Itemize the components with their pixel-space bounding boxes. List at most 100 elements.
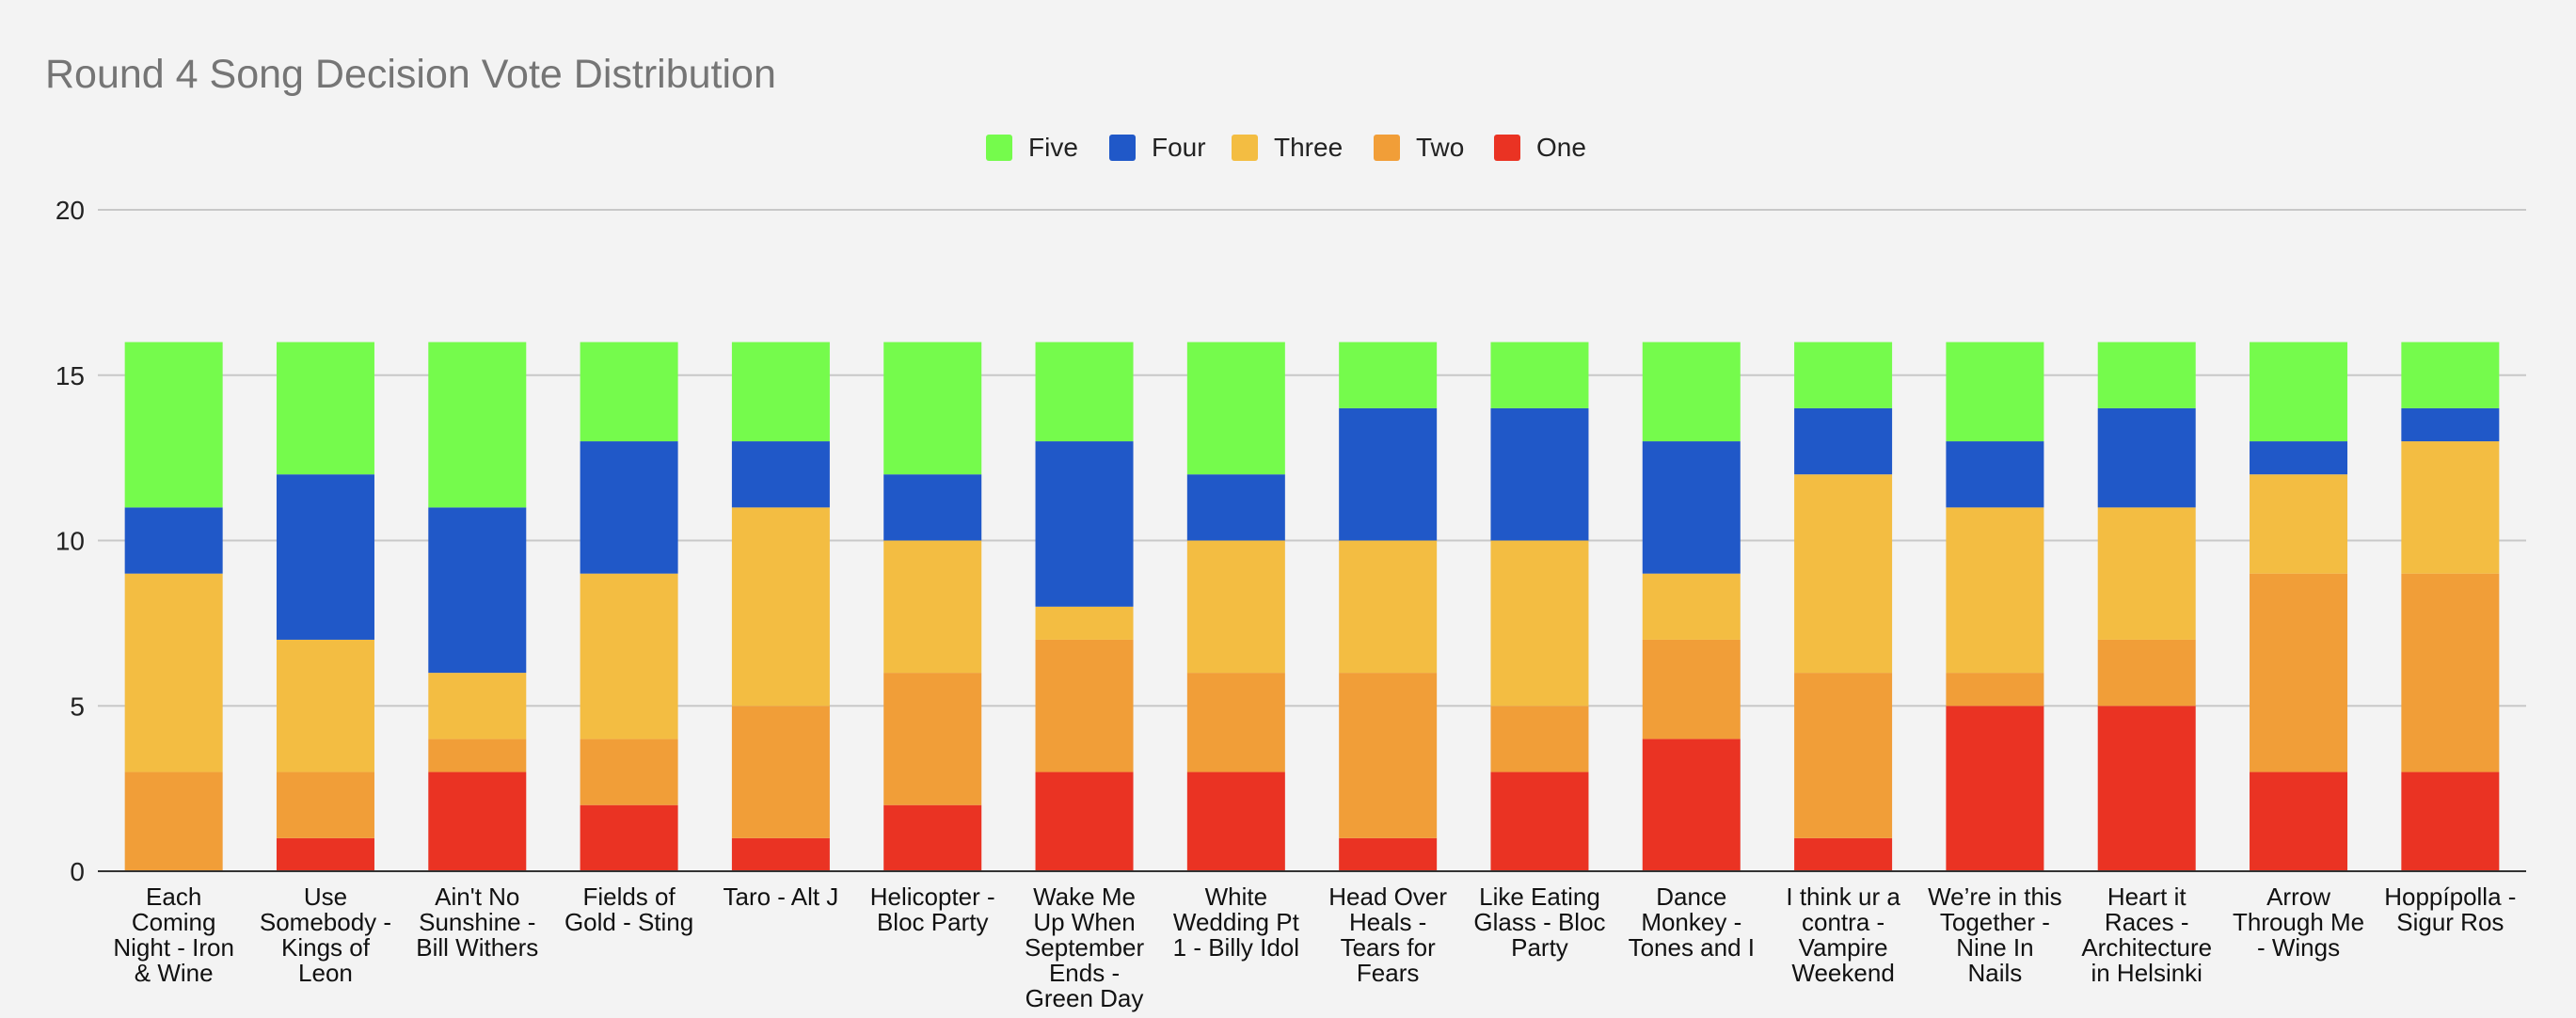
legend-item-five: Five	[986, 133, 1078, 162]
bar-segment-three	[1339, 540, 1438, 674]
x-tick-label-line: Coming	[132, 908, 216, 936]
bar-segment-five	[2097, 342, 2196, 408]
bar-segment-three	[580, 573, 678, 740]
bar-segment-four	[276, 474, 374, 640]
bar-stack	[1794, 342, 1893, 871]
bar-segment-five	[580, 342, 678, 442]
x-tick-label-line: Hoppípolla -	[2384, 883, 2516, 911]
y-tick-label: 0	[70, 857, 85, 886]
legend-item-four: Four	[1109, 133, 1206, 162]
bar-segment-five	[2401, 342, 2500, 408]
x-tick-label-line: Somebody -	[260, 908, 391, 936]
legend-swatch	[1494, 135, 1520, 161]
bar-segment-two	[276, 771, 374, 838]
x-tick-label-line: Ain't No	[435, 883, 519, 911]
bar-stack	[2097, 342, 2196, 871]
bar-segment-three	[276, 639, 374, 772]
x-tick-label-line: Architecture	[2081, 933, 2212, 962]
bar-segment-five	[428, 342, 527, 508]
legend-label: Five	[1028, 133, 1078, 162]
x-tick-label-line: Like Eating	[1479, 883, 1600, 911]
bar-segment-five	[1035, 342, 1134, 442]
x-tick-label-line: Vampire	[1799, 933, 1888, 962]
x-tick-label-line: Wedding Pt	[1173, 908, 1300, 936]
x-tick-label-line: White	[1205, 883, 1267, 911]
x-tick-label-line: contra -	[1802, 908, 1884, 936]
x-tick-label-line: We’re in this	[1928, 883, 2062, 911]
bar-segment-one	[1035, 771, 1134, 871]
x-tick-label-line: Each	[146, 883, 201, 911]
bar-segment-five	[276, 342, 374, 475]
x-tick-label-line: Heals -	[1349, 908, 1426, 936]
bar-stack	[1339, 342, 1438, 871]
legend-swatch	[986, 135, 1012, 161]
x-tick-label-line: Nails	[1968, 959, 2023, 987]
y-tick-label: 15	[56, 361, 85, 390]
x-tick-label-line: Sunshine -	[419, 908, 535, 936]
bar-segment-three	[1794, 474, 1893, 674]
x-tick-label: Taro - Alt J	[723, 883, 838, 911]
bar-segment-four	[2250, 441, 2348, 475]
bar-segment-two	[2401, 573, 2500, 772]
bar-segment-one	[1186, 771, 1285, 871]
bar-segment-three	[124, 573, 223, 772]
bar-stack	[428, 342, 527, 871]
legend-label: Three	[1274, 133, 1343, 162]
legend-item-one: One	[1494, 133, 1586, 162]
x-tick-label-line: Taro - Alt J	[723, 883, 838, 911]
bar-segment-four	[1035, 441, 1134, 607]
legend-label: Four	[1152, 133, 1206, 162]
bar-segment-five	[731, 342, 830, 442]
bar-stack	[731, 342, 830, 871]
bar-segment-two	[1794, 673, 1893, 838]
x-tick-label: Helicopter -Bloc Party	[870, 883, 995, 936]
bar-stack	[1490, 342, 1589, 871]
bar-segment-four	[428, 507, 527, 674]
bar-stack	[1035, 342, 1134, 871]
bar-segment-one	[428, 771, 527, 871]
bar-segment-two	[1946, 673, 2044, 707]
bar-segment-two	[1035, 639, 1134, 772]
x-tick-label-line: Kings of	[281, 933, 371, 962]
bar-segment-four	[1490, 407, 1589, 541]
legend-item-three: Three	[1232, 133, 1343, 162]
bar-segment-one	[2097, 706, 2196, 871]
x-tick-label-line: Leon	[298, 959, 353, 987]
bar-stack	[1642, 342, 1741, 871]
bars	[124, 342, 2500, 871]
bar-segment-two	[580, 739, 678, 805]
legend-swatch	[1232, 135, 1258, 161]
x-tick-label-line: & Wine	[135, 959, 214, 987]
legend-label: Two	[1416, 133, 1464, 162]
bar-stack	[1186, 342, 1285, 871]
bar-stack	[124, 342, 223, 871]
x-tick-label-line: Nine In	[1956, 933, 2033, 962]
x-tick-label-line: Tones and I	[1629, 933, 1755, 962]
bar-segment-two	[731, 706, 830, 838]
bar-segment-three	[2250, 474, 2348, 574]
x-tick-label-line: Party	[1511, 933, 1568, 962]
bar-segment-four	[1794, 407, 1893, 475]
bar-segment-four	[124, 507, 223, 574]
legend-swatch	[1109, 135, 1136, 161]
bar-segment-five	[1794, 342, 1893, 408]
bar-segment-three	[1035, 606, 1134, 640]
x-tick-label-line: Helicopter -	[870, 883, 995, 911]
x-tick-label-line: - Wings	[2257, 933, 2340, 962]
x-tick-label-line: Glass - Bloc	[1473, 908, 1605, 936]
bar-segment-four	[731, 441, 830, 508]
bar-segment-one	[1490, 771, 1589, 871]
x-tick-label-line: Sigur Ros	[2396, 908, 2504, 936]
bar-stack	[1946, 342, 2044, 871]
bar-stack	[276, 342, 374, 871]
bar-segment-one	[1946, 706, 2044, 871]
bar-segment-two	[2250, 573, 2348, 772]
